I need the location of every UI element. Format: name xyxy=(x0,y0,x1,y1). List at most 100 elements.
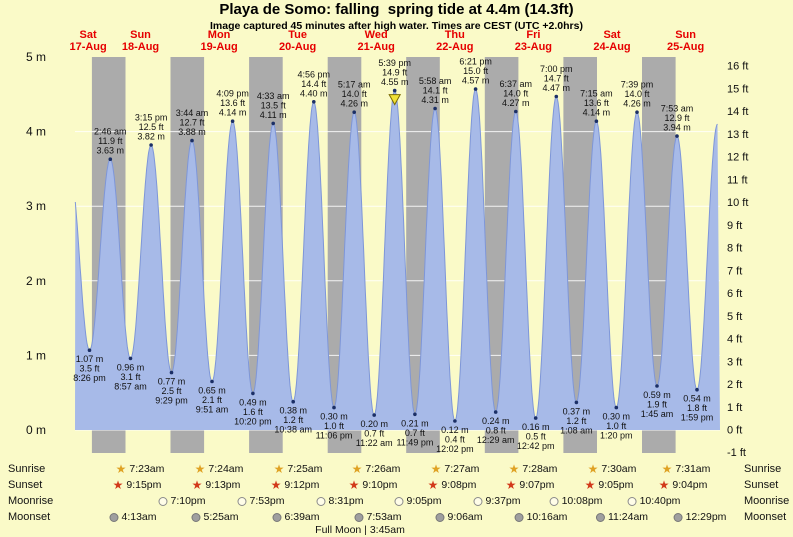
low-tide-annotation: 0.8 ft xyxy=(486,426,507,436)
low-tide-annotation: 11:06 pm xyxy=(316,431,353,441)
moonrise-icon xyxy=(473,496,483,506)
moonrise-entry: 7:10pm xyxy=(158,495,206,507)
astro-time: 9:08pm xyxy=(441,479,477,491)
high-tide-annotation: 5:39 pm xyxy=(378,58,411,68)
low-tide-annotation: 2.1 ft xyxy=(202,395,223,405)
tide-extreme-dot xyxy=(149,143,153,147)
sunset-icon: ★ xyxy=(112,477,124,492)
low-tide-annotation: 0.16 m xyxy=(522,422,550,432)
date-label-dow: Wed xyxy=(365,29,388,41)
high-tide-annotation: 14.9 ft xyxy=(382,68,408,78)
low-tide-annotation: 9:51 am xyxy=(196,405,229,415)
astro-time: 7:27am xyxy=(444,463,480,475)
tide-extreme-dot xyxy=(453,419,457,423)
moonrise-entry: 9:05pm xyxy=(394,495,442,507)
sunset-row: Sunset ★ 9:15pm ★ 9:13pm ★ 9:12pm ★ 9:10pm ★ 9:08… xyxy=(0,478,793,494)
high-tide-annotation: 3:15 pm xyxy=(135,113,168,123)
y-axis-label-m: 2 m xyxy=(26,274,46,288)
astro-time: 9:07pm xyxy=(519,479,555,491)
high-tide-annotation: 12.5 ft xyxy=(139,122,165,132)
tide-curve xyxy=(74,88,718,422)
tide-extreme-dot xyxy=(554,94,559,99)
sunrise-entry: ★ 7:30am xyxy=(588,463,637,476)
sunrise-label-left: Sunrise xyxy=(8,463,46,475)
y-axis-label-ft: 16 ft xyxy=(727,61,748,73)
sunrise-icon: ★ xyxy=(351,461,363,476)
low-tide-annotation: 10:20 pm xyxy=(234,416,272,426)
low-tide-annotation: 3.5 ft xyxy=(79,364,100,374)
low-tide-annotation: 12:02 pm xyxy=(436,444,474,454)
low-tide-annotation: 0.49 m xyxy=(239,397,267,407)
astro-time: 9:06am xyxy=(447,511,483,523)
astro-time: 7:30am xyxy=(601,463,637,475)
high-tide-annotation: 4.11 m xyxy=(260,110,287,120)
moonset-icon xyxy=(514,512,524,522)
moonset-entry: 12:29pm xyxy=(673,511,726,523)
tide-extreme-dot xyxy=(675,134,679,138)
low-tide-annotation: 1.2 ft xyxy=(283,415,304,425)
sunrise-entry: ★ 7:24am xyxy=(195,463,244,476)
high-tide-annotation: 13.6 ft xyxy=(584,98,610,108)
tide-extreme-dot xyxy=(271,121,276,126)
y-axis-label-m: 5 m xyxy=(26,50,46,64)
high-tide-annotation: 4.57 m xyxy=(462,76,490,86)
high-tide-annotation: 12.9 ft xyxy=(664,113,690,123)
astro-time: 7:24am xyxy=(208,463,244,475)
low-tide-annotation: 8:26 pm xyxy=(73,373,106,383)
date-label-dow: Sat xyxy=(80,29,97,41)
sunset-entry: ★ 9:13pm xyxy=(192,479,241,492)
date-label-date: 24-Aug xyxy=(593,41,630,53)
tide-extreme-dot xyxy=(614,405,619,410)
sunset-icon: ★ xyxy=(505,477,517,492)
sunset-label-right: Sunset xyxy=(744,479,779,491)
tide-extreme-dot xyxy=(128,356,133,361)
high-tide-annotation: 12.7 ft xyxy=(179,118,205,128)
date-label-dow: Mon xyxy=(208,29,231,41)
high-tide-annotation: 4.55 m xyxy=(381,77,409,87)
low-tide-annotation: 1.9 ft xyxy=(647,400,668,410)
low-tide-annotation: 1.0 ft xyxy=(606,421,627,431)
page-title: Playa de Somo: falling spring tide at 4.… xyxy=(219,1,574,18)
high-tide-annotation: 6:37 am xyxy=(500,79,533,89)
low-tide-annotation: 0.96 m xyxy=(117,362,145,372)
date-label-dow: Sun xyxy=(675,29,696,41)
tide-extreme-dot xyxy=(210,379,214,384)
tide-extreme-dot xyxy=(655,384,659,388)
sunrise-label-right: Sunrise xyxy=(744,463,782,475)
high-tide-annotation: 2:46 am xyxy=(94,127,127,137)
tide-extreme-dot xyxy=(695,387,699,392)
moonrise-icon xyxy=(549,496,559,506)
y-axis-label-ft: 15 ft xyxy=(727,83,748,95)
low-tide-annotation: 1:20 pm xyxy=(600,431,633,441)
moonset-entry: 9:06am xyxy=(435,511,483,523)
high-tide-annotation: 11.9 ft xyxy=(98,136,123,146)
tide-extreme-dot xyxy=(635,110,639,114)
sunrise-icon: ★ xyxy=(508,461,520,476)
high-tide-annotation: 4.14 m xyxy=(583,108,611,118)
high-tide-annotation: 4.26 m xyxy=(340,99,368,109)
sunrise-row: Sunrise ★ 7:23am ★ 7:24am ★ 7:25am ★ 7:26am ★ 7:2… xyxy=(0,462,793,478)
low-tide-annotation: 12:29 am xyxy=(477,435,515,445)
date-label-date: 19-Aug xyxy=(200,41,237,53)
y-axis-label-m: 0 m xyxy=(26,423,46,437)
high-tide-annotation: 7:15 am xyxy=(580,89,613,99)
astro-time: 9:04pm xyxy=(672,479,708,491)
date-label-dow: Tue xyxy=(288,29,307,41)
low-tide-annotation: 1:45 am xyxy=(641,409,674,419)
low-tide-annotation: 2.5 ft xyxy=(161,386,182,396)
low-tide-annotation: 3.1 ft xyxy=(120,372,141,382)
sunrise-entry: ★ 7:27am xyxy=(431,463,480,476)
high-tide-annotation: 6:21 pm xyxy=(459,57,492,67)
high-tide-annotation: 4.26 m xyxy=(623,99,651,109)
low-tide-annotation: 1:59 pm xyxy=(681,413,714,423)
high-tide-annotation: 3:44 am xyxy=(176,108,209,118)
tide-extreme-dot xyxy=(533,416,538,420)
y-axis-label-ft: 14 ft xyxy=(727,106,748,118)
y-axis-label-ft: 6 ft xyxy=(727,288,742,300)
tide-extreme-dot xyxy=(594,119,599,123)
low-tide-annotation: 8:57 am xyxy=(114,381,147,391)
low-tide-annotation: 1.8 ft xyxy=(687,403,708,413)
sunset-entry: ★ 9:07pm xyxy=(505,477,555,492)
low-tide-annotation: 0.4 ft xyxy=(445,435,466,445)
moonset-icon xyxy=(272,512,282,522)
